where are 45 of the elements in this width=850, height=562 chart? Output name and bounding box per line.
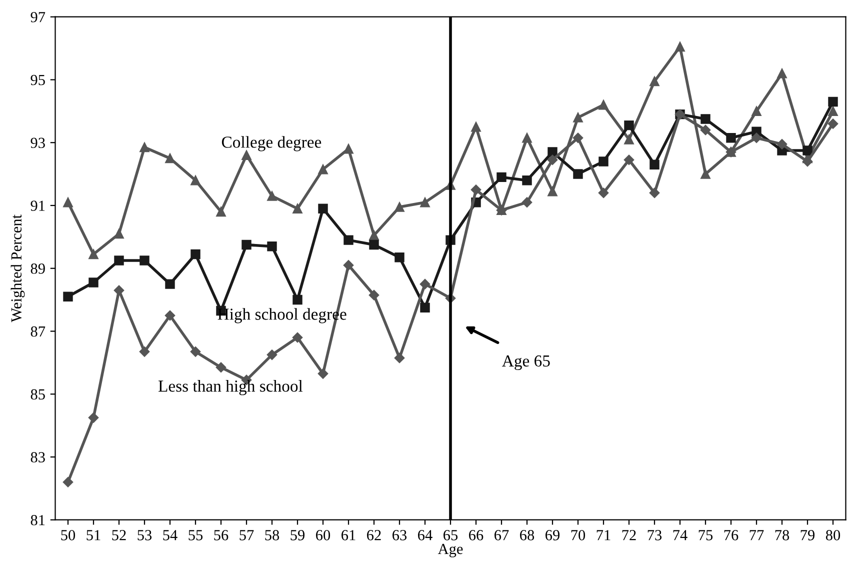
x-tick-label: 67 [494,530,509,540]
y-tick-label: 93 [30,138,45,148]
x-tick-label: 75 [698,530,713,540]
x-tick-label: 78 [775,530,790,540]
x-tick-label: 51 [86,530,100,540]
x-tick-label: 65 [444,530,458,540]
y-tick-label: 81 [30,514,45,526]
x-tick-label: 73 [648,530,662,540]
x-tick-label: 57 [240,530,254,540]
y-tick-label: 83 [30,452,45,462]
x-tick-label: 64 [418,530,432,540]
x-tick-label: 68 [520,530,534,540]
x-tick-label: 70 [571,530,586,540]
x-tick-label: 60 [316,530,330,540]
x-tick-label: 59 [290,530,305,540]
x-tick-label: 55 [188,530,203,540]
y-axis-title: Weighted Percent [10,214,25,322]
y-tick-label: 85 [30,389,45,400]
x-tick-label: 50 [61,530,76,540]
y-tick-label: 97 [30,12,46,22]
x-tick-label: 76 [724,530,738,540]
y-tick-label: 87 [30,326,46,337]
x-tick-label: 69 [546,530,560,540]
x-tick-label: 74 [673,530,688,540]
y-tick-label: 95 [30,74,45,86]
x-tick-label: 54 [163,530,178,540]
x-tick-label: 63 [392,530,407,540]
x-tick-label: 80 [826,530,840,540]
x-tick-label: 71 [596,530,610,540]
series-label: Less than high school [158,380,303,396]
x-tick-label: 52 [112,530,126,540]
x-tick-label: 58 [265,530,280,540]
series-label: College degree [222,136,322,152]
x-tick-label: 53 [138,530,152,540]
y-tick-label: 91 [30,200,45,211]
x-tick-label: 56 [214,530,228,540]
x-tick-label: 79 [800,530,815,540]
x-tick-label: 72 [622,530,636,540]
x-tick-label: 62 [367,530,381,540]
y-tick-label: 89 [30,263,45,274]
x-tick-label: 77 [750,530,764,540]
x-tick-label: 61 [342,530,356,540]
x-axis-title: Age [438,544,463,558]
annotation: Age 65 [502,355,550,370]
x-tick-label: 66 [469,530,484,540]
